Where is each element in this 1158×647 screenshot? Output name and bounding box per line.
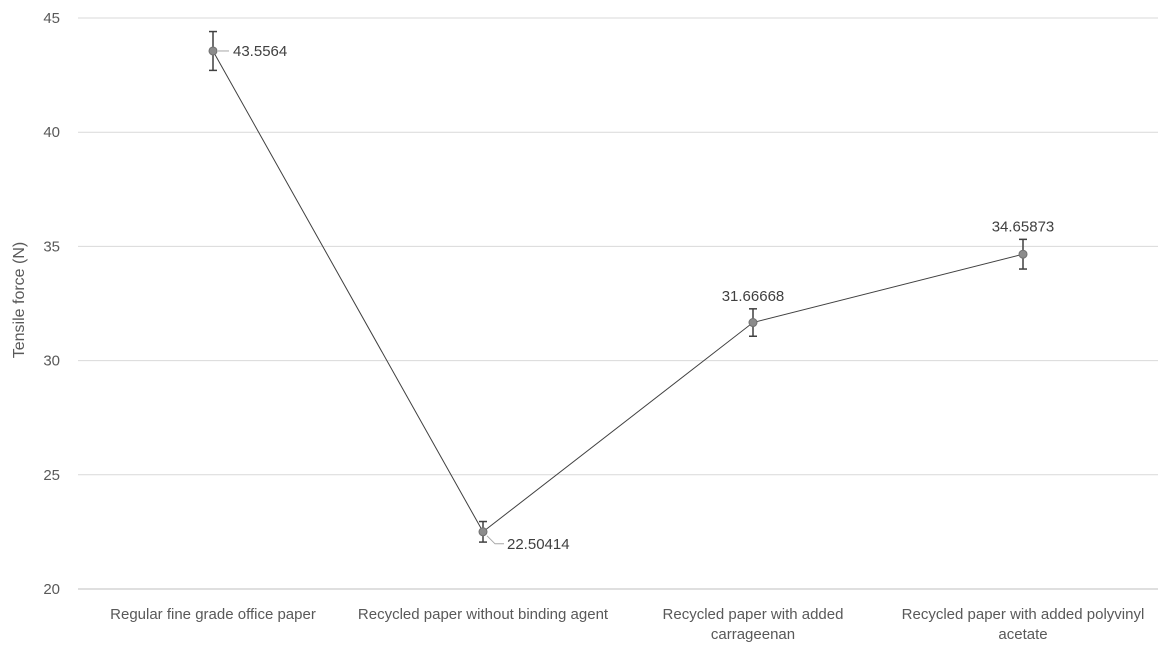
data-label: 22.50414 — [507, 536, 570, 553]
data-label: 43.5564 — [233, 43, 287, 60]
y-tick-label: 25 — [43, 467, 60, 484]
y-tick-label: 40 — [43, 124, 60, 141]
data-point — [748, 318, 758, 328]
x-category-label: Recycled paper with added polyvinyl aceta… — [902, 606, 1145, 643]
data-point — [208, 46, 218, 56]
data-label-leader — [486, 535, 504, 545]
y-tick-label: 20 — [43, 581, 60, 598]
data-point — [1018, 249, 1028, 259]
y-tick-label: 35 — [43, 238, 60, 255]
x-category-label: Recycled paper with added carrageenan — [663, 606, 844, 643]
data-label: 31.66668 — [722, 288, 785, 305]
data-label: 34.65873 — [992, 218, 1055, 235]
y-axis-ticks: 20 25 30 35 40 45 — [43, 10, 60, 598]
x-category-label: Recycled paper without binding agent — [358, 606, 609, 623]
data-point — [478, 527, 488, 537]
y-tick-label: 45 — [43, 10, 60, 27]
y-axis-title: Tensile force (N) — [11, 242, 28, 358]
x-axis-categories: Regular fine grade office paper Recycled … — [110, 606, 1144, 643]
x-category-label: Regular fine grade office paper — [110, 606, 316, 623]
series-line — [212, 50, 1024, 533]
y-tick-label: 30 — [43, 353, 60, 370]
plot-area: 43.5564 22.50414 31.66668 34.65873 — [208, 30, 1055, 553]
gridlines — [78, 17, 1158, 590]
